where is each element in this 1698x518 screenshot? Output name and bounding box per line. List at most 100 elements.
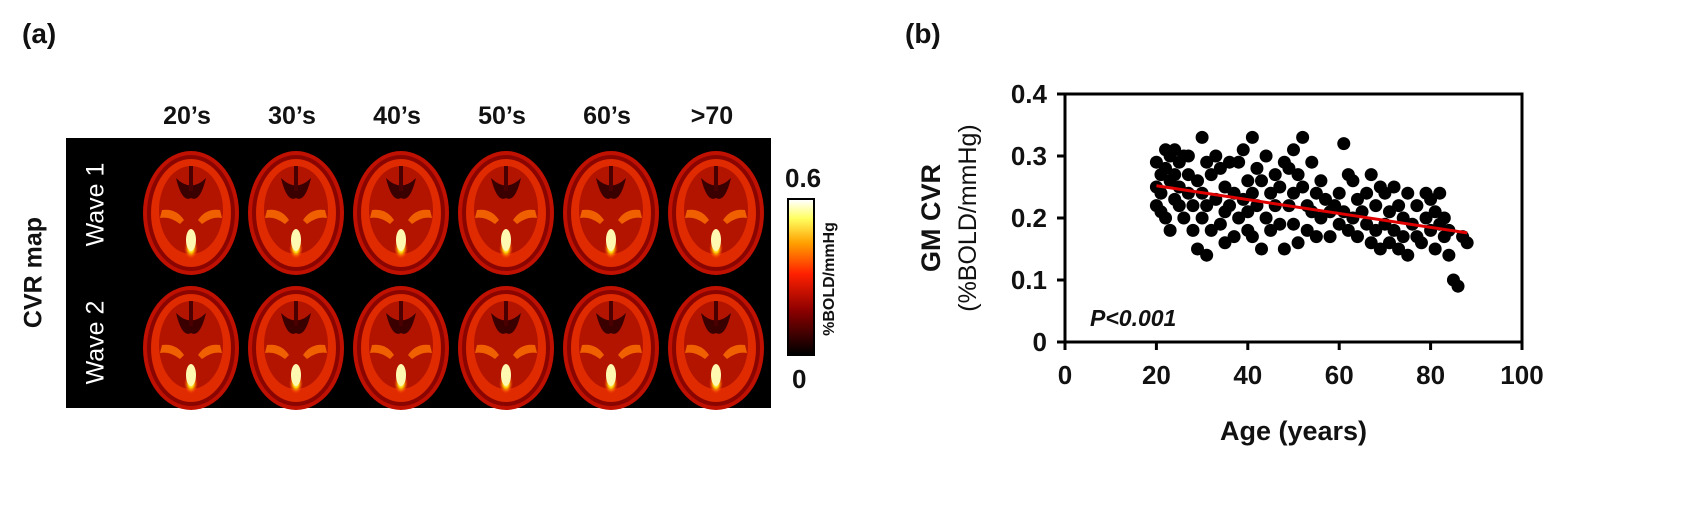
data-point	[1332, 217, 1346, 231]
data-point	[1332, 186, 1346, 200]
data-point	[1428, 205, 1442, 219]
data-point	[1195, 211, 1209, 225]
row-label-wave-2: Wave 2	[81, 300, 110, 385]
data-point	[1259, 211, 1273, 225]
data-point	[1328, 199, 1342, 213]
data-point	[1364, 168, 1378, 182]
data-point	[1181, 149, 1195, 163]
data-point	[1387, 180, 1401, 194]
data-point	[1360, 217, 1374, 231]
data-point	[1369, 199, 1383, 213]
p-value-annotation: P<0.001	[1090, 305, 1176, 331]
row-label-wave-1: Wave 1	[81, 162, 110, 247]
data-point	[1236, 143, 1250, 157]
data-point	[1414, 236, 1428, 250]
data-point	[1350, 192, 1364, 206]
cvr-brain-map	[665, 148, 775, 283]
cvr-brain-map	[140, 283, 250, 418]
cvr-brain-map	[140, 148, 250, 283]
data-point	[1227, 230, 1241, 244]
data-point	[1200, 155, 1214, 169]
data-point	[1346, 174, 1360, 188]
cvr-brain-map	[350, 283, 460, 418]
x-tick-label: 100	[1500, 360, 1543, 390]
data-point	[1460, 236, 1474, 250]
data-point	[1186, 199, 1200, 213]
data-point	[1223, 199, 1237, 213]
data-point	[1314, 211, 1328, 225]
column-label-3: 50’s	[478, 102, 526, 130]
data-point	[1232, 155, 1246, 169]
data-point	[1305, 155, 1319, 169]
cvr-brain-map	[560, 148, 670, 283]
data-point	[1213, 161, 1227, 175]
x-tick-label: 40	[1233, 360, 1262, 390]
data-point	[1245, 130, 1259, 144]
data-point	[1410, 199, 1424, 213]
x-tick-label: 0	[1058, 360, 1072, 390]
y-axis-label: GM CVR	[916, 164, 946, 272]
data-point	[1159, 211, 1173, 225]
data-point	[1273, 217, 1287, 231]
data-point	[1296, 130, 1310, 144]
y-tick-label: 0.1	[1011, 265, 1047, 295]
data-point	[1309, 230, 1323, 244]
data-point	[1232, 211, 1246, 225]
cvr-brain-map	[350, 148, 460, 283]
colorbar-min-label: 0	[792, 364, 807, 394]
data-point	[1259, 149, 1273, 163]
data-point	[1387, 223, 1401, 237]
panel-b-label: (b)	[905, 18, 941, 49]
data-point	[1204, 223, 1218, 237]
colorbar	[787, 198, 815, 356]
data-point	[1392, 199, 1406, 213]
data-point	[1424, 192, 1438, 206]
data-point	[1250, 161, 1264, 175]
data-point	[1218, 180, 1232, 194]
cvr-brain-map	[455, 283, 565, 418]
data-point	[1318, 192, 1332, 206]
data-point	[1369, 223, 1383, 237]
data-point	[1186, 223, 1200, 237]
data-point	[1245, 230, 1259, 244]
x-tick-label: 80	[1416, 360, 1445, 390]
cvr-brain-map	[245, 148, 355, 283]
x-tick-label: 60	[1325, 360, 1354, 390]
data-point	[1159, 161, 1173, 175]
x-axis-label: Age (years)	[1220, 416, 1367, 446]
data-point	[1287, 186, 1300, 200]
data-point	[1437, 211, 1451, 225]
data-point	[1255, 174, 1269, 188]
data-point	[1149, 155, 1163, 169]
data-point	[1200, 248, 1214, 262]
data-point	[1177, 211, 1191, 225]
data-point	[1378, 186, 1392, 200]
fit-line	[1156, 184, 1468, 235]
data-point	[1419, 211, 1433, 225]
column-label-1: 30’s	[268, 102, 316, 130]
cvr-brain-map	[560, 283, 670, 418]
y-tick-label: 0	[1033, 327, 1047, 357]
data-point	[1191, 242, 1205, 256]
data-point	[1241, 174, 1255, 188]
data-point	[1314, 174, 1328, 188]
data-point	[1287, 217, 1300, 231]
data-point	[1442, 248, 1456, 262]
data-point	[1396, 230, 1410, 244]
data-point	[1350, 230, 1364, 244]
data-point	[1172, 199, 1186, 213]
data-point	[1223, 155, 1237, 169]
data-point	[1291, 236, 1305, 250]
data-point	[1200, 199, 1214, 213]
data-point	[1168, 168, 1182, 182]
data-point	[1309, 186, 1323, 200]
data-point	[1191, 174, 1205, 188]
cvr-brain-map	[245, 283, 355, 418]
colorbar-max-label: 0.6	[785, 163, 822, 193]
data-point	[1337, 137, 1351, 151]
data-point	[1264, 223, 1278, 237]
data-point	[1291, 168, 1305, 182]
data-point	[1323, 230, 1337, 244]
data-point	[1181, 168, 1195, 182]
data-point	[1273, 180, 1287, 194]
